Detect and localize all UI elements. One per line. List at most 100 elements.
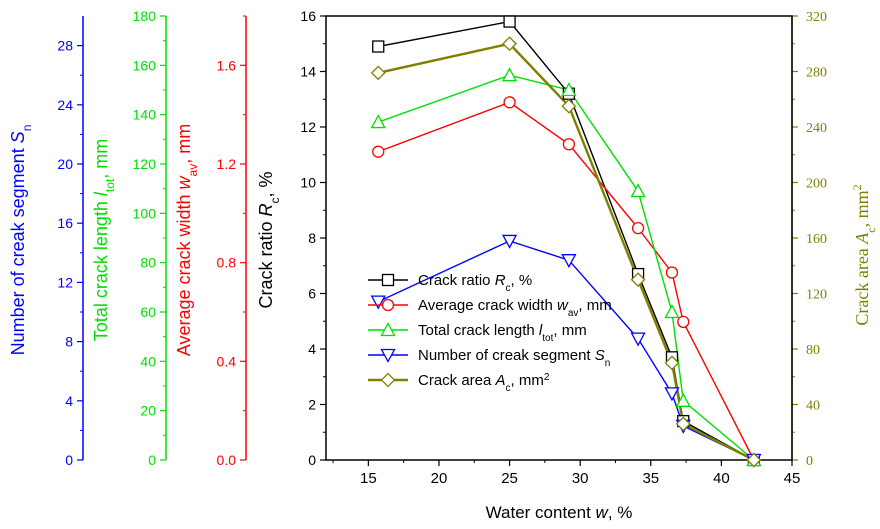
point-ac — [630, 272, 646, 288]
sn-tick-label: 20 — [57, 156, 73, 172]
ltot-tick-label: 180 — [133, 8, 157, 24]
legend-item-wav: Average crack width wav, mm — [368, 297, 612, 319]
ac-tick-label: 320 — [806, 10, 827, 25]
wav-tick-label: 1.2 — [217, 156, 237, 172]
legend-item-sn: Number of creak segment Sn — [368, 347, 610, 369]
ac-tick-label: 280 — [806, 66, 827, 81]
x-tick-label: 15 — [360, 470, 377, 487]
legend-marker — [381, 273, 395, 287]
ltot-tick-label: 20 — [140, 403, 156, 419]
wav-tick-label: 1.6 — [217, 57, 237, 73]
point-wav — [631, 221, 645, 235]
series-ltot — [378, 74, 755, 461]
wav-axis-label: Average crack width wav, mm — [174, 124, 200, 356]
ltot-tick-label: 0 — [148, 452, 156, 468]
ltot-axis-label: Total crack length ltot, mm — [91, 139, 117, 341]
rc-tick-label: 10 — [300, 175, 316, 191]
legend-marker — [380, 372, 396, 388]
legend-item-ac: Crack area Ac, mm2 — [368, 372, 550, 394]
point-wav — [677, 315, 690, 329]
wav-tick-label: 0.8 — [217, 255, 237, 271]
legend-marker — [380, 322, 396, 337]
plot-frame — [325, 15, 793, 461]
point-ltot — [501, 67, 518, 82]
legend-label: Total crack length ltot, mm — [418, 322, 587, 344]
rc-tick-label: 8 — [308, 230, 316, 246]
wav-tick-label: 0.0 — [217, 452, 237, 468]
legend-label: Number of creak segment Sn — [418, 347, 610, 369]
sn-tick-label: 28 — [57, 38, 73, 54]
ac-tick-label: 160 — [806, 232, 827, 247]
rc-tick-label: 12 — [300, 119, 316, 135]
markers-rc — [372, 15, 761, 467]
sn-tick-label: 24 — [57, 97, 73, 113]
sn-axis-label: Number of creak segment Sn — [8, 125, 34, 356]
legend-label: Average crack width wav, mm — [418, 297, 612, 319]
sn-tick-label: 12 — [57, 274, 73, 290]
series-line-ltot — [378, 74, 755, 461]
ac-tick-label: 40 — [806, 399, 820, 414]
point-sn — [561, 254, 577, 269]
rc-tick-label: 14 — [300, 64, 316, 80]
ac-tick-label: 120 — [806, 288, 827, 303]
point-rc — [503, 15, 516, 28]
sn-tick-label: 4 — [65, 393, 73, 409]
rc-tick-label: 2 — [308, 397, 316, 413]
point-wav — [372, 145, 385, 158]
ltot-tick-label: 120 — [133, 156, 157, 172]
ac-tick-label: 80 — [806, 343, 820, 358]
point-wav — [665, 266, 679, 279]
x-tick-label: 40 — [713, 470, 730, 487]
legend: Crack ratio Rc, % Average crack width wav… — [368, 272, 612, 394]
ac-tick-label: 240 — [806, 121, 827, 136]
rc-tick-label: 0 — [308, 452, 316, 468]
point-ltot — [630, 183, 646, 198]
ltot-tick-label: 60 — [140, 304, 156, 320]
sn-tick-label: 0 — [65, 452, 73, 468]
ltot-tick-label: 40 — [140, 353, 156, 369]
rc-tick-label: 6 — [308, 286, 316, 302]
ac-tick-label: 200 — [806, 177, 827, 192]
ac-tick-label: 0 — [806, 454, 813, 469]
point-ac — [675, 416, 691, 432]
ltot-tick-label: 100 — [133, 205, 157, 221]
ac-axis-label: Crack area Ac, mm2 — [850, 184, 878, 325]
point-ltot — [561, 82, 577, 97]
ltot-tick-label: 160 — [133, 57, 157, 73]
point-ac — [664, 355, 680, 371]
series-layer — [370, 15, 762, 468]
legend-marker — [380, 348, 396, 363]
ltot-tick-label: 80 — [140, 255, 156, 271]
rc-axis-label: Crack ratio Rc, % — [256, 171, 282, 308]
ltot-tick-label: 140 — [133, 107, 157, 123]
x-tick-label: 30 — [572, 470, 589, 487]
wav-tick-label: 0.4 — [217, 353, 237, 369]
x-tick-label: 25 — [501, 470, 518, 487]
legend-label: Crack area Ac, mm2 — [418, 372, 550, 394]
point-ac — [561, 98, 577, 114]
point-ac — [370, 65, 386, 81]
rc-tick-label: 4 — [308, 341, 316, 357]
legend-label: Crack ratio Rc, % — [418, 272, 532, 294]
markers-ac — [370, 36, 762, 468]
point-ltot — [370, 114, 386, 129]
point-wav — [503, 96, 516, 109]
markers-ltot — [370, 67, 762, 467]
point-sn — [370, 295, 386, 310]
legend-item-ltot: Total crack length ltot, mm — [368, 322, 587, 344]
point-wav — [562, 138, 576, 151]
point-sn — [664, 387, 680, 402]
series-rc — [378, 20, 755, 461]
x-tick-label: 35 — [642, 470, 659, 487]
rc-tick-label: 16 — [300, 8, 316, 24]
point-ac — [746, 452, 762, 468]
sn-tick-label: 16 — [57, 215, 73, 231]
legend-item-rc: Crack ratio Rc, % — [368, 272, 532, 294]
x-tick-label: 45 — [784, 470, 801, 487]
point-ltot — [664, 304, 680, 319]
point-ltot — [675, 392, 691, 407]
x-axis-label: Water content w, % — [486, 503, 633, 522]
point-sn — [501, 234, 518, 249]
